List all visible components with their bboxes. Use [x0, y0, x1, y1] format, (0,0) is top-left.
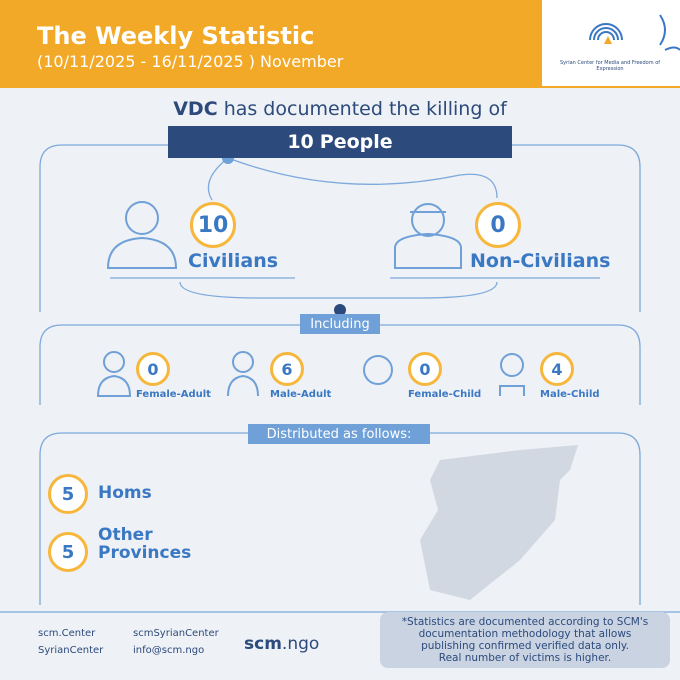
node-dot	[334, 304, 346, 316]
breakdown-label: Female-Child	[408, 389, 482, 400]
group-label: Civilians	[188, 250, 279, 272]
map-shape	[420, 445, 578, 600]
social-handle: scmSyrianCenter	[133, 628, 219, 639]
org: VDC	[173, 98, 218, 120]
note-line: publishing confirmed verified data only.	[421, 640, 629, 652]
subtitle: (10/11/2025 - 16/11/2025 ) November	[37, 52, 344, 71]
breakdown-label: Male-Adult	[270, 389, 332, 400]
group-count: 0	[475, 202, 521, 248]
province-label: Other Provinces	[98, 525, 192, 563]
site-suffix: .ngo	[281, 634, 320, 654]
note: *Statistics are documented according to …	[380, 616, 670, 664]
intro: VDC has documented the killing of	[0, 98, 680, 120]
logo-mark	[589, 14, 680, 51]
note-line: documentation methodology that allows	[418, 628, 632, 640]
total-box: 10 People	[168, 126, 512, 158]
social-handle: scm.Center	[38, 628, 96, 639]
breakdown-count: 6	[270, 352, 304, 386]
frame-lines	[0, 144, 680, 613]
group-count: 10	[190, 202, 236, 248]
breakdown-count: 0	[408, 352, 442, 386]
website: scm.ngo	[244, 634, 319, 654]
breakdown-count: 4	[540, 352, 574, 386]
note-line: *Statistics are documented according to …	[401, 616, 649, 628]
social-handle: info@scm.ngo	[133, 645, 205, 656]
site-prefix: scm	[244, 634, 282, 654]
total: 10	[287, 131, 314, 153]
note-line: Real number of victims is higher.	[438, 652, 612, 664]
logo-text: Syrian Center for Media and Freedom of E…	[560, 60, 661, 72]
breakdown-label: Female-Adult	[136, 389, 211, 400]
icons	[96, 201, 525, 397]
province-count: 5	[48, 474, 88, 514]
note-box	[380, 612, 670, 668]
province-count: 5	[48, 532, 88, 572]
group-label: Non-Civilians	[470, 250, 611, 272]
province-label: Homs	[98, 483, 152, 503]
breakdown-label: Male-Child	[540, 389, 600, 400]
intro-text: has documented the killing of	[223, 98, 507, 120]
breakdown-count: 0	[136, 352, 170, 386]
logo-flame	[604, 36, 612, 44]
title: The Weekly Statistic	[37, 22, 315, 50]
including-label: Including	[300, 314, 380, 334]
total-unit: People	[319, 131, 393, 153]
distribution-label: Distributed as follows:	[248, 424, 430, 444]
social-handle: SyrianCenter	[38, 645, 104, 656]
